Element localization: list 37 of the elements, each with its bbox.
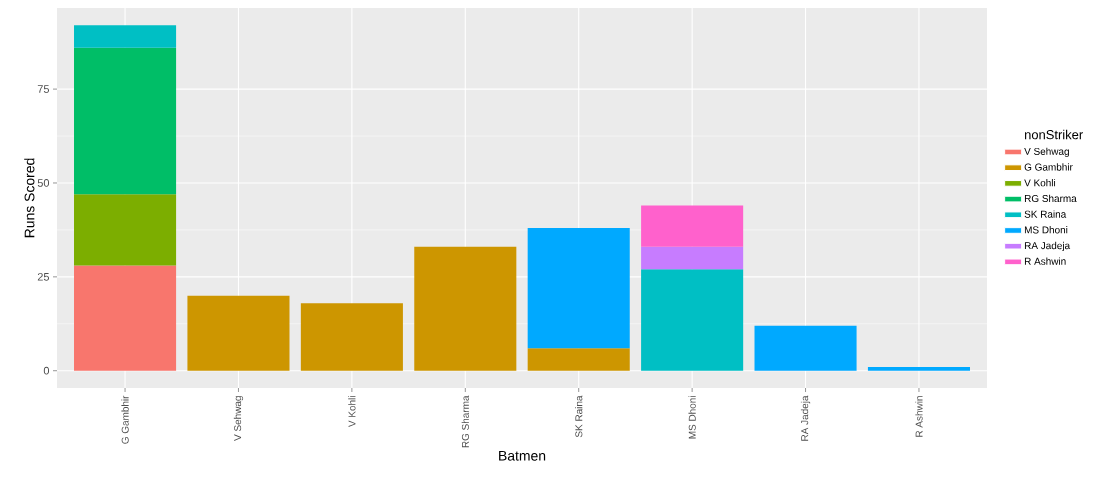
x-tick-label: V Sehwag — [233, 396, 244, 441]
bar — [74, 47, 177, 195]
bar — [641, 246, 744, 270]
x-tick-label: G Gambhir — [121, 395, 129, 444]
legend-label: RG Sharma — [1024, 194, 1077, 203]
x-tick-label: RA Jadeja — [800, 395, 811, 441]
x-tick-label: V Kohli — [348, 396, 356, 428]
legend-label: G Gambhir — [1024, 163, 1073, 171]
x-tick-label: SK Raina — [575, 395, 583, 438]
legend-label: SK Raina — [1024, 210, 1067, 218]
x-tick-label: R Ashwin — [915, 396, 923, 437]
legend-label: RA Jadeja — [1024, 241, 1071, 252]
bar — [754, 325, 857, 371]
legend-title: nonStriker — [1025, 129, 1083, 140]
bar — [867, 366, 970, 371]
legend-label: V Kohli — [1024, 179, 1056, 187]
y-axis-title: Runs Scored — [24, 158, 35, 238]
bar — [74, 25, 177, 48]
y-tick-label: 0 — [43, 366, 50, 375]
x-axis-title: Batmen — [499, 450, 546, 461]
y-tick-label: 75 — [37, 85, 50, 93]
legend-label: MS Dhoni — [1024, 226, 1068, 234]
bar — [527, 228, 630, 349]
bar — [300, 303, 403, 371]
y-tick-label: 50 — [37, 179, 50, 187]
x-tick-label: MS Dhoni — [688, 396, 696, 439]
y-tick-label: 25 — [37, 272, 50, 281]
bar — [187, 295, 290, 371]
legend-label: V Sehwag — [1024, 147, 1069, 157]
bar — [74, 265, 177, 371]
bar — [641, 269, 744, 371]
bar — [414, 246, 517, 371]
legend-label: R Ashwin — [1024, 257, 1066, 265]
bar — [641, 205, 744, 247]
x-tick-label: RG Sharma — [461, 395, 469, 448]
bar — [74, 194, 177, 266]
bar — [527, 348, 630, 371]
